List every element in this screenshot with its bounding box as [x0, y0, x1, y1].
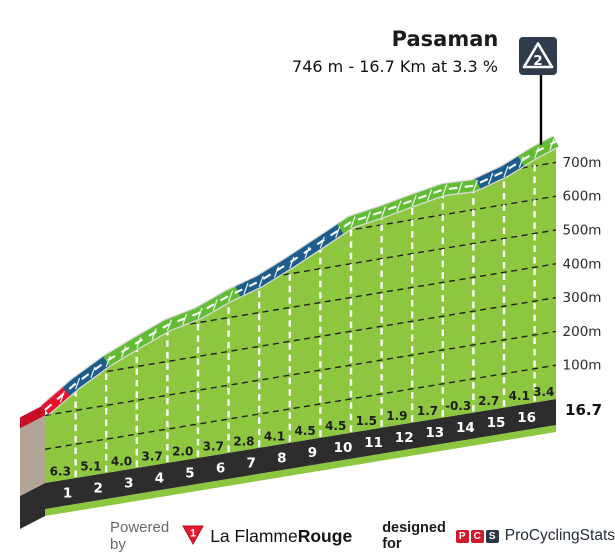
km-tick-label: 4 — [155, 470, 164, 486]
powered-by-label: Powered by — [110, 519, 170, 553]
road-segment — [337, 177, 482, 234]
km-tick-label: 10 — [334, 440, 353, 456]
km-tick-label: 16 — [517, 410, 536, 426]
gradient-label: 6.3 — [50, 464, 71, 478]
pcs-logo-icon: P C S — [455, 529, 499, 543]
km-tick-label: 7 — [246, 455, 255, 471]
km-tick-label: 3 — [124, 475, 133, 491]
y-axis-label: 100m — [563, 358, 602, 374]
km-band — [45, 399, 556, 509]
km-tick-label: 6 — [216, 460, 225, 476]
km-tick-label: 9 — [308, 445, 317, 461]
road-left-cap — [20, 404, 45, 429]
km-tick-label: 11 — [364, 435, 383, 451]
profile-body — [45, 146, 556, 483]
gradient-label: 4.5 — [294, 424, 315, 438]
y-axis-label: 600m — [563, 189, 602, 205]
climb-subtitle: 746 m - 16.7 Km at 3.3 % — [292, 57, 498, 76]
climb-title: Pasaman — [391, 27, 499, 51]
gradient-label: -0.3 — [445, 399, 471, 413]
category-triangle-icon: 2 — [522, 42, 554, 69]
gradient-label: 2.8 — [233, 434, 254, 448]
lfr-logo-number: 1 — [190, 527, 196, 539]
km-tick-label: 5 — [185, 465, 194, 481]
km-tick-label: 8 — [277, 450, 286, 466]
km-tick-label: 13 — [425, 425, 444, 441]
la-flamme-rouge-wordmark: La FlammeRouge — [210, 526, 352, 547]
gradient-label: 4.1 — [264, 429, 285, 443]
gradient-label: 2.0 — [172, 444, 193, 458]
bottom-edge-strip — [45, 425, 556, 516]
gridline-100m — [45, 364, 556, 450]
gradient-label: 3.4 — [533, 385, 554, 399]
km-tick-label: 12 — [395, 430, 414, 446]
procyclingstats-wordmark: ProCyclingStats — [504, 527, 615, 544]
km-gridlines — [74, 158, 536, 477]
gridline-300m — [45, 296, 556, 383]
y-axis-label: 200m — [563, 324, 602, 340]
y-axis-label: 700m — [563, 155, 602, 171]
gradient-label: 1.5 — [356, 414, 377, 428]
km-band-left-cap — [20, 483, 45, 529]
road-centerline — [44, 140, 557, 411]
gridline-200m — [45, 330, 556, 417]
gradient-label: 1.7 — [417, 404, 438, 418]
km-tick-label: 14 — [456, 420, 475, 436]
y-axis-label: 500m — [563, 222, 602, 238]
pcs-letter-s: S — [485, 529, 499, 543]
lfr-name-bold: Rouge — [297, 525, 353, 546]
gradient-label: 4.0 — [111, 454, 132, 468]
gradient-label: 3.7 — [141, 449, 162, 463]
left-side-face — [20, 415, 45, 496]
designed-for-label: designed for — [382, 520, 446, 552]
end-distance-label: 16.7 — [565, 401, 602, 419]
category-badge: 2 — [519, 37, 557, 75]
km-tick-label: 15 — [487, 415, 506, 431]
gradient-label: 4.5 — [325, 419, 346, 433]
y-axis-label: 400m — [563, 256, 602, 272]
gradient-label: 4.1 — [509, 389, 530, 403]
km-tick-label: 2 — [93, 480, 102, 496]
footer: Powered by 1 La FlammeRouge designed for… — [110, 519, 615, 553]
gradient-label: 1.9 — [386, 409, 407, 423]
km-tick-label: 1 — [63, 485, 72, 501]
category-number: 2 — [533, 53, 542, 69]
pcs-letter-p: P — [455, 529, 469, 543]
gradient-label: 5.1 — [80, 459, 101, 473]
la-flamme-rouge-logo-icon: 1 — [181, 524, 205, 551]
y-axis-label: 300m — [563, 290, 602, 306]
pcs-letter-c: C — [470, 529, 484, 543]
gradient-label: 2.7 — [478, 394, 499, 408]
gradient-label: 3.7 — [203, 439, 224, 453]
lfr-name-regular: La Flamme — [210, 525, 298, 546]
